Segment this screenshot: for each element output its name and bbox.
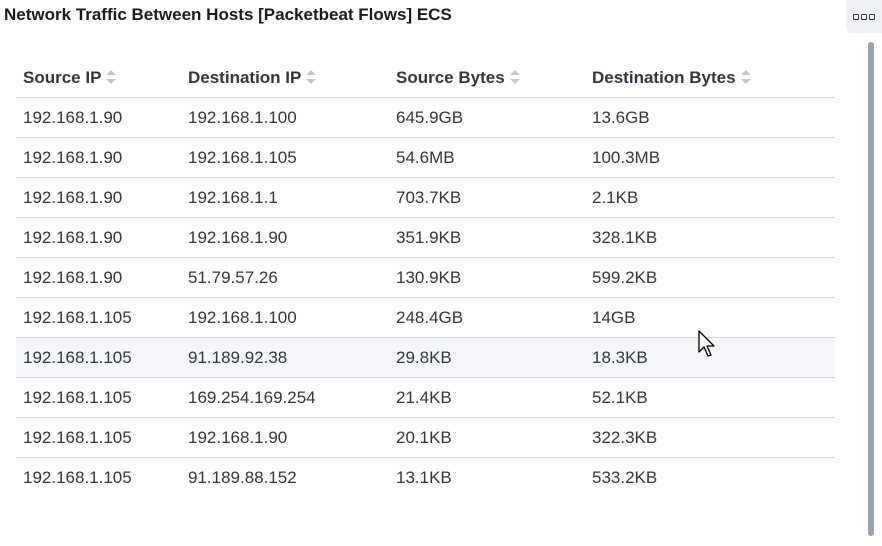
cell-source-bytes: 130.9KB: [389, 257, 585, 298]
cell-source-bytes: 13.1KB: [396, 467, 452, 487]
cell-source-ip[interactable]: 192.168.1.90: [16, 217, 181, 258]
sort-icon[interactable]: [306, 69, 317, 84]
cell-source-ip[interactable]: 192.168.1.105: [16, 417, 181, 458]
cell-destination-bytes: 13.6GB: [585, 97, 835, 138]
cell-destination-ip[interactable]: 192.168.1.90: [181, 217, 389, 258]
cell-destination-ip[interactable]: 192.168.1.100: [181, 97, 389, 138]
table-row: 192.168.1.105 91.189.92.38 29.8KB 18.3KB: [16, 337, 835, 378]
cell-source-bytes: 645.9GB: [389, 97, 585, 138]
table-row: 192.168.1.90 51.79.57.26 130.9KB 599.2KB: [16, 257, 835, 298]
cell-source-bytes: 29.8KB: [389, 337, 585, 378]
cell-destination-ip[interactable]: 192.168.1.100: [181, 297, 389, 338]
cell-source-bytes: 703.7KB: [389, 177, 585, 218]
sort-icon[interactable]: [509, 69, 520, 84]
cell-destination-ip[interactable]: 91.189.92.38: [181, 337, 389, 378]
panel-title: Network Traffic Between Hosts [Packetbea…: [4, 5, 452, 24]
cell-destination-ip[interactable]: 51.79.57.26: [181, 257, 389, 298]
cell-destination-bytes: 599.2KB: [585, 257, 835, 298]
cell-destination-ip[interactable]: 91.189.88.152: [188, 467, 297, 487]
vertical-scrollbar[interactable]: [868, 42, 874, 536]
cell-destination-bytes: 14GB: [585, 297, 835, 338]
cell-source-ip[interactable]: 192.168.1.105: [23, 467, 132, 487]
data-table: Source IP Destination IP Source Bytes De…: [16, 58, 835, 497]
cell-destination-bytes: 533.2KB: [592, 467, 658, 487]
table-row: 192.168.1.90 192.168.1.1 703.7KB 2.1KB: [16, 177, 835, 218]
column-header-label: Destination IP: [188, 67, 302, 87]
cell-destination-ip[interactable]: 192.168.1.90: [181, 417, 389, 458]
cell-source-ip[interactable]: 192.168.1.90: [16, 97, 181, 138]
cell-destination-ip[interactable]: 169.254.169.254: [181, 377, 389, 418]
column-header-label: Destination Bytes: [592, 67, 736, 87]
mouse-pointer-icon: [698, 330, 715, 357]
cell-source-ip[interactable]: 192.168.1.105: [16, 297, 181, 338]
table-header-row: Source IP Destination IP Source Bytes De…: [16, 58, 835, 98]
table-row: 192.168.1.90 192.168.1.105 54.6MB 100.3M…: [16, 137, 835, 178]
sort-icon[interactable]: [106, 69, 117, 84]
cell-destination-ip[interactable]: 192.168.1.105: [181, 137, 389, 178]
cell-source-ip[interactable]: 192.168.1.105: [16, 337, 181, 378]
cell-source-bytes: 21.4KB: [389, 377, 585, 418]
table-row: 192.168.1.90 192.168.1.90 351.9KB 328.1K…: [16, 217, 835, 258]
cell-source-ip[interactable]: 192.168.1.90: [16, 137, 181, 178]
cell-source-ip[interactable]: 192.168.1.105: [16, 377, 181, 418]
cell-source-bytes: 54.6MB: [389, 137, 585, 178]
table-row: 192.168.1.105 192.168.1.100 248.4GB 14GB: [16, 297, 835, 338]
table-row: 192.168.1.105 169.254.169.254 21.4KB 52.…: [16, 377, 835, 418]
cell-destination-bytes: 100.3MB: [585, 137, 835, 178]
table-row: 192.168.1.105 91.189.88.152 13.1KB 533.2…: [16, 458, 835, 498]
column-header-destination-ip[interactable]: Destination IP: [181, 58, 389, 98]
cell-destination-bytes: 52.1KB: [585, 377, 835, 418]
cell-source-ip[interactable]: 192.168.1.90: [16, 177, 181, 218]
column-header-destination-bytes[interactable]: Destination Bytes: [585, 58, 835, 98]
panel-options-button[interactable]: [846, 0, 882, 33]
column-header-label: Source Bytes: [396, 67, 505, 87]
cell-source-bytes: 351.9KB: [389, 217, 585, 258]
cell-source-ip[interactable]: 192.168.1.90: [16, 257, 181, 298]
cell-destination-bytes: 322.3KB: [585, 417, 835, 458]
cell-destination-bytes: 2.1KB: [585, 177, 835, 218]
cell-source-bytes: 20.1KB: [389, 417, 585, 458]
cell-destination-ip[interactable]: 192.168.1.1: [181, 177, 389, 218]
table-row: 192.168.1.105 192.168.1.90 20.1KB 322.3K…: [16, 417, 835, 458]
table-row: 192.168.1.90 192.168.1.100 645.9GB 13.6G…: [16, 97, 835, 138]
ellipsis-icon: [853, 13, 875, 20]
sort-icon[interactable]: [740, 69, 751, 84]
cell-destination-bytes: 328.1KB: [585, 217, 835, 258]
column-header-source-ip[interactable]: Source IP: [16, 58, 181, 98]
column-header-source-bytes[interactable]: Source Bytes: [389, 58, 585, 98]
column-header-label: Source IP: [23, 67, 102, 87]
cell-source-bytes: 248.4GB: [389, 297, 585, 338]
